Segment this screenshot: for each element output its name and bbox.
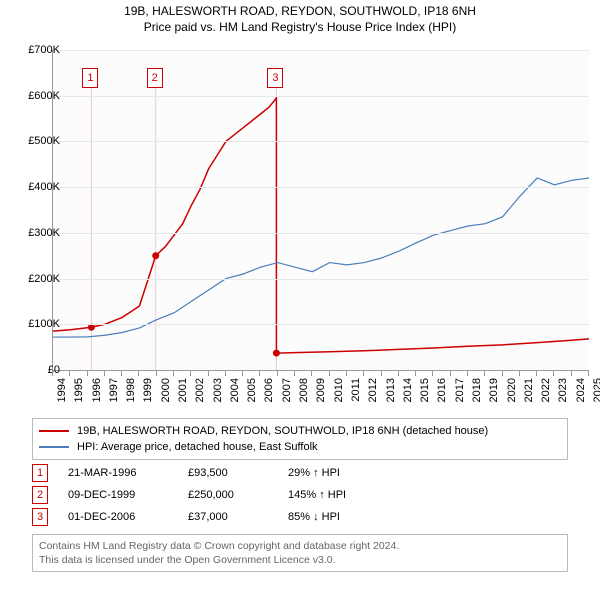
x-tick-label: 2016 xyxy=(436,378,448,402)
x-tick-label: 2002 xyxy=(194,378,206,402)
x-tick-label: 2013 xyxy=(385,378,397,402)
chart-plot-area xyxy=(52,50,589,371)
x-tick-label: 2000 xyxy=(160,378,172,402)
y-tick-label: £500K xyxy=(12,135,60,147)
x-tick-label: 2012 xyxy=(367,378,379,402)
chart-marker-1: 1 xyxy=(82,68,98,88)
footer-box: Contains HM Land Registry data © Crown c… xyxy=(32,534,568,572)
price-dot xyxy=(273,350,280,357)
title-line1: 19B, HALESWORTH ROAD, REYDON, SOUTHWOLD,… xyxy=(0,4,600,18)
x-tick-label: 1996 xyxy=(91,378,103,402)
chart-container: 19B, HALESWORTH ROAD, REYDON, SOUTHWOLD,… xyxy=(0,0,600,590)
legend-box: 19B, HALESWORTH ROAD, REYDON, SOUTHWOLD,… xyxy=(32,418,568,460)
y-tick-label: £400K xyxy=(12,181,60,193)
footer-line1: Contains HM Land Registry data © Crown c… xyxy=(39,539,561,553)
events-table: 1 21-MAR-1996£93,50029% ↑ HPI 2 09-DEC-1999… xyxy=(32,462,568,528)
event-row: 2 09-DEC-1999£250,000145% ↑ HPI xyxy=(32,484,568,506)
event-price: £37,000 xyxy=(188,511,288,523)
legend-swatch-price xyxy=(39,430,69,432)
x-tick-label: 2019 xyxy=(488,378,500,402)
y-tick-label: £200K xyxy=(12,273,60,285)
event-date: 09-DEC-1999 xyxy=(68,489,188,501)
price-dot xyxy=(152,252,159,259)
event-marker-2: 2 xyxy=(32,486,48,504)
x-tick-label: 2023 xyxy=(557,378,569,402)
x-tick-label: 1997 xyxy=(108,378,120,402)
event-row: 1 21-MAR-1996£93,50029% ↑ HPI xyxy=(32,462,568,484)
legend-swatch-hpi xyxy=(39,446,69,448)
legend-label-price: 19B, HALESWORTH ROAD, REYDON, SOUTHWOLD,… xyxy=(77,425,488,437)
legend-row-price: 19B, HALESWORTH ROAD, REYDON, SOUTHWOLD,… xyxy=(39,423,561,439)
y-tick-label: £600K xyxy=(12,90,60,102)
event-hpi: 85% ↓ HPI xyxy=(288,511,568,523)
series-hpi xyxy=(53,178,589,337)
y-tick-label: £300K xyxy=(12,227,60,239)
x-tick-label: 2025 xyxy=(592,378,600,402)
x-tick-label: 2022 xyxy=(540,378,552,402)
x-tick-label: 2004 xyxy=(229,378,241,402)
x-tick-label: 1994 xyxy=(56,378,68,402)
x-tick-label: 2001 xyxy=(177,378,189,402)
series-price_paid xyxy=(53,98,589,353)
chart-marker-2: 2 xyxy=(147,68,163,88)
event-hpi: 145% ↑ HPI xyxy=(288,489,568,501)
x-tick-label: 2003 xyxy=(212,378,224,402)
chart-svg xyxy=(53,50,589,370)
event-price: £250,000 xyxy=(188,489,288,501)
x-tick-label: 1998 xyxy=(125,378,137,402)
x-tick-label: 2010 xyxy=(333,378,345,402)
event-marker-3: 3 xyxy=(32,508,48,526)
x-tick-label: 2011 xyxy=(350,378,362,402)
x-tick-label: 2021 xyxy=(523,378,535,402)
x-tick-label: 2006 xyxy=(263,378,275,402)
legend-row-hpi: HPI: Average price, detached house, East… xyxy=(39,439,561,455)
x-tick-label: 2018 xyxy=(471,378,483,402)
x-tick-label: 2008 xyxy=(298,378,310,402)
event-price: £93,500 xyxy=(188,467,288,479)
x-tick-label: 2015 xyxy=(419,378,431,402)
x-tick-label: 1999 xyxy=(142,378,154,402)
x-tick-label: 2009 xyxy=(315,378,327,402)
footer-line2: This data is licensed under the Open Gov… xyxy=(39,553,561,567)
x-tick-label: 2020 xyxy=(506,378,518,402)
event-hpi: 29% ↑ HPI xyxy=(288,467,568,479)
x-tick-label: 2014 xyxy=(402,378,414,402)
y-tick-label: £100K xyxy=(12,318,60,330)
x-tick-label: 1995 xyxy=(73,378,85,402)
y-tick-label: £700K xyxy=(12,44,60,56)
x-tick-label: 2007 xyxy=(281,378,293,402)
legend-label-hpi: HPI: Average price, detached house, East… xyxy=(77,441,318,453)
chart-marker-3: 3 xyxy=(267,68,283,88)
title-block: 19B, HALESWORTH ROAD, REYDON, SOUTHWOLD,… xyxy=(0,0,600,34)
x-tick-label: 2005 xyxy=(246,378,258,402)
event-date: 01-DEC-2006 xyxy=(68,511,188,523)
x-tick-label: 2024 xyxy=(575,378,587,402)
event-row: 3 01-DEC-2006£37,00085% ↓ HPI xyxy=(32,506,568,528)
event-date: 21-MAR-1996 xyxy=(68,467,188,479)
title-line2: Price paid vs. HM Land Registry's House … xyxy=(0,20,600,34)
x-tick-label: 2017 xyxy=(454,378,466,402)
event-marker-1: 1 xyxy=(32,464,48,482)
